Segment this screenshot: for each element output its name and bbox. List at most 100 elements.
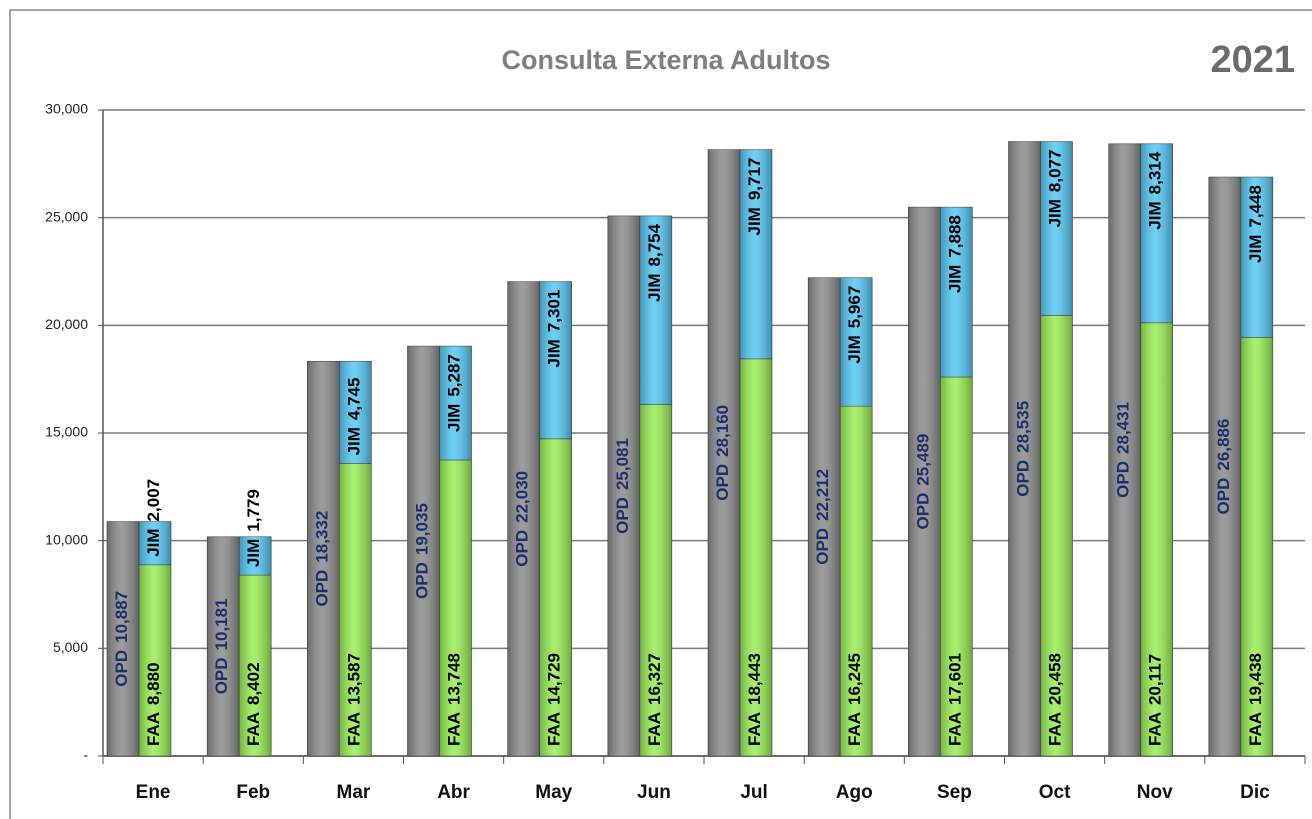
data-label: FAA 16,327 xyxy=(645,653,664,746)
data-label-value: 22,030 xyxy=(513,471,532,523)
data-label-value: 8,314 xyxy=(1146,151,1165,194)
data-label-name: OPD xyxy=(313,570,332,607)
data-label-name: JIM xyxy=(946,265,965,293)
data-label-name: JIM xyxy=(745,207,764,235)
data-label-name: OPD xyxy=(1014,460,1033,497)
data-label: OPD 25,081 xyxy=(613,438,632,534)
data-label-value: 19,035 xyxy=(413,503,432,555)
data-label-name: JIM xyxy=(1046,199,1065,227)
data-label: JIM 8,754 xyxy=(645,223,664,301)
data-label-value: 4,745 xyxy=(345,378,364,421)
data-label-name: FAA xyxy=(1246,712,1265,746)
data-label-value: 8,880 xyxy=(144,662,163,705)
data-label-name: JIM xyxy=(1246,235,1265,263)
data-label: OPD 22,030 xyxy=(513,471,532,567)
y-tick-label: 15,000 xyxy=(45,424,88,440)
bar-shade xyxy=(1040,315,1073,756)
data-label-name: FAA xyxy=(245,712,264,746)
data-label-name: FAA xyxy=(745,712,764,746)
bar-shade xyxy=(1008,141,1041,756)
data-label-name: JIM xyxy=(645,273,664,301)
data-label-name: OPD xyxy=(914,493,933,530)
data-label: FAA 20,117 xyxy=(1146,654,1165,746)
y-tick-label: 25,000 xyxy=(45,208,88,224)
x-tick-label: Abr xyxy=(437,782,470,803)
x-tick-label: Nov xyxy=(1137,782,1173,803)
data-label: OPD 10,887 xyxy=(112,591,131,687)
data-label: JIM 7,448 xyxy=(1246,185,1265,263)
data-label-name: JIM xyxy=(245,539,264,567)
data-label-value: 19,438 xyxy=(1246,653,1265,705)
data-label: OPD 28,160 xyxy=(713,405,732,501)
data-label-name: JIM xyxy=(345,427,364,455)
x-tick-label: Mar xyxy=(337,782,371,803)
data-label-value: 22,212 xyxy=(814,469,833,521)
y-tick-label: - xyxy=(83,747,88,763)
data-label-name: OPD xyxy=(814,528,833,565)
data-label: JIM 7,888 xyxy=(946,215,965,293)
data-label: JIM 8,077 xyxy=(1046,150,1065,228)
x-tick-label: Feb xyxy=(236,782,270,803)
data-label-name: FAA xyxy=(545,712,564,746)
x-tick-label: Ene xyxy=(136,782,171,803)
data-label-value: 28,160 xyxy=(713,405,732,457)
bar-shade xyxy=(439,459,472,756)
bar-shade xyxy=(1208,177,1241,756)
data-label: JIM 4,745 xyxy=(345,378,364,456)
y-tick-label: 30,000 xyxy=(45,101,88,117)
data-label-value: 8,402 xyxy=(245,662,264,705)
data-label-value: 13,748 xyxy=(445,653,464,705)
data-label-name: FAA xyxy=(1046,712,1065,746)
data-label: OPD 28,431 xyxy=(1114,402,1133,498)
x-tick-label: Oct xyxy=(1039,782,1071,803)
data-label: JIM 7,301 xyxy=(545,290,564,368)
bar-shade xyxy=(639,215,672,405)
data-label: OPD 10,181 xyxy=(213,598,232,694)
y-tick-label: 5,000 xyxy=(53,639,88,655)
x-tick-label: Sep xyxy=(937,782,972,803)
bar-shade xyxy=(339,463,372,756)
data-label-name: JIM xyxy=(545,339,564,367)
data-label-name: FAA xyxy=(846,712,865,746)
data-label-name: JIM xyxy=(846,335,865,363)
data-label: JIM 8,314 xyxy=(1146,151,1165,229)
data-label-name: FAA xyxy=(345,712,364,746)
bar-shade xyxy=(639,404,672,756)
bar-shade xyxy=(239,536,272,576)
data-label-value: 1,779 xyxy=(245,489,264,532)
bar-shade xyxy=(239,575,272,756)
data-label-value: 8,754 xyxy=(645,223,664,266)
data-label: FAA 18,443 xyxy=(745,653,764,746)
data-label-value: 25,489 xyxy=(914,434,933,486)
data-label-value: 28,431 xyxy=(1114,402,1133,454)
x-tick-label: May xyxy=(535,782,572,803)
data-label: OPD 28,535 xyxy=(1014,401,1033,497)
data-label: JIM 5,287 xyxy=(445,354,464,432)
data-label-value: 28,535 xyxy=(1014,401,1033,453)
data-label-value: 14,729 xyxy=(545,653,564,705)
x-tick-label: Dic xyxy=(1240,782,1270,803)
data-label-value: 13,587 xyxy=(345,653,364,705)
y-tick-label: 10,000 xyxy=(45,531,88,547)
x-tick-label: Ago xyxy=(836,782,873,803)
x-tick-label: Jul xyxy=(740,782,767,803)
data-label-value: 16,327 xyxy=(645,653,664,705)
bar-shade xyxy=(1040,141,1073,316)
data-label: OPD 22,212 xyxy=(814,469,833,565)
bar-shade xyxy=(1240,337,1273,756)
data-label: OPD 19,035 xyxy=(413,503,432,599)
bar-shade xyxy=(107,521,139,756)
data-label: FAA 19,438 xyxy=(1246,653,1265,746)
data-label-name: JIM xyxy=(445,404,464,432)
data-label-value: 10,887 xyxy=(112,591,131,643)
data-label: FAA 8,402 xyxy=(245,662,264,746)
bar-shade xyxy=(708,149,740,756)
data-label: JIM 1,779 xyxy=(245,489,264,567)
data-label: FAA 20,458 xyxy=(1046,653,1065,746)
data-label-name: JIM xyxy=(144,528,163,556)
data-label: FAA 14,729 xyxy=(545,653,564,746)
bar-shade xyxy=(840,277,873,407)
data-label-value: 16,245 xyxy=(846,653,865,705)
data-label-name: OPD xyxy=(413,562,432,599)
